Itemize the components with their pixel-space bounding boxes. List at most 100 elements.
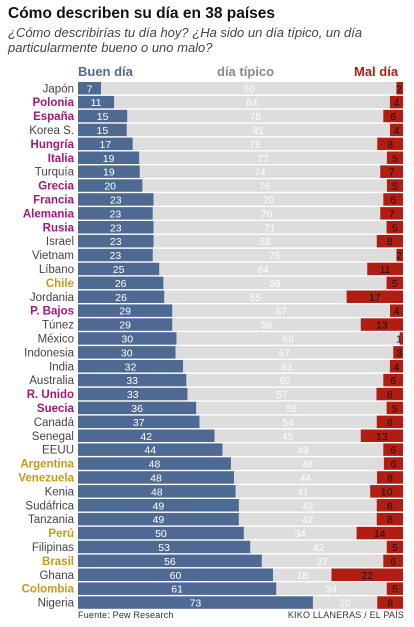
typical-value-label: 34 <box>326 585 338 596</box>
bar-good <box>78 109 128 123</box>
country-label: Turquía <box>35 167 75 179</box>
bad-value-label: 7 <box>389 167 395 179</box>
bad-value-label: 8 <box>387 514 393 526</box>
country-label: Grecia <box>38 181 74 193</box>
bad-value-label: 5 <box>392 542 398 554</box>
bar-bad <box>383 109 403 123</box>
bar-typical <box>175 346 394 359</box>
bad-value-label: 6 <box>391 459 397 471</box>
typical-value-label: 64 <box>258 265 270 276</box>
bar-bad <box>331 568 403 581</box>
bar-good <box>78 304 173 317</box>
bar-bad <box>377 471 403 484</box>
bar-typical <box>163 276 387 290</box>
country-label: Indonesia <box>24 347 74 359</box>
good-value-label: 53 <box>158 542 170 554</box>
typical-value-label: 67 <box>279 348 291 359</box>
bar-typical <box>222 443 384 456</box>
country-label: Túnez <box>42 320 74 332</box>
bar-bad <box>390 304 403 317</box>
bar-bad <box>389 95 403 109</box>
typical-value-label: 49 <box>297 446 309 457</box>
bar-good <box>78 276 164 290</box>
country-label: P. Bajos <box>30 306 74 318</box>
bar-good <box>78 401 197 415</box>
bar-good <box>78 596 313 609</box>
good-value-label: 48 <box>150 472 162 484</box>
country-label: Perú <box>48 528 74 540</box>
bar-good <box>78 554 262 568</box>
bar-good <box>78 429 215 442</box>
good-value-label: 49 <box>153 514 165 526</box>
bar-good <box>78 151 140 164</box>
bad-value-label: 5 <box>392 403 398 415</box>
bar-good <box>78 540 251 554</box>
bad-value-label: 5 <box>392 181 398 193</box>
typical-value-label: 74 <box>254 168 266 179</box>
bad-value-label: 5 <box>392 153 398 165</box>
bar-typical <box>312 596 378 609</box>
good-value-label: 48 <box>151 486 163 498</box>
good-value-label: 48 <box>149 459 161 471</box>
bar-bad <box>386 151 403 164</box>
bar-typical <box>176 332 400 345</box>
bar-typical <box>234 471 377 484</box>
bar-bad <box>386 221 403 234</box>
good-value-label: 33 <box>126 375 138 387</box>
country-label: EEUU <box>42 445 74 457</box>
source-note: Fuente: Pew Research <box>78 610 174 620</box>
bar-typical <box>153 234 377 248</box>
typical-value-label: 70 <box>263 195 275 206</box>
good-value-label: 44 <box>144 445 156 457</box>
country-label: México <box>38 333 74 345</box>
good-value-label: 56 <box>164 556 176 568</box>
bar-good <box>78 262 160 276</box>
bar-good <box>78 248 153 262</box>
country-label: España <box>33 111 75 123</box>
good-value-label: 49 <box>153 500 165 512</box>
bad-value-label: 2 <box>396 250 402 262</box>
bad-value-label: 1 <box>396 333 402 345</box>
typical-value-label: 41 <box>297 487 309 498</box>
credit-note: KIKO LLANERAS / EL PAÍS <box>287 610 404 620</box>
bar-good <box>78 179 143 192</box>
good-value-label: 32 <box>125 361 137 373</box>
good-value-label: 30 <box>121 333 133 345</box>
typical-value-label: 44 <box>300 473 312 484</box>
good-value-label: 42 <box>140 431 152 443</box>
country-label: Colombia <box>22 584 75 596</box>
bar-good <box>78 373 187 387</box>
good-value-label: 33 <box>127 389 139 401</box>
bar-bad <box>396 82 403 95</box>
bar-bad <box>399 332 403 345</box>
typical-value-label: 84 <box>246 98 258 109</box>
bad-value-label: 5 <box>392 278 398 290</box>
bar-typical <box>276 582 387 595</box>
typical-value-label: 77 <box>257 154 269 165</box>
bar-bad <box>367 262 403 276</box>
bar-typical <box>238 512 377 526</box>
chart-title: Cómo describen su día en 38 países <box>8 5 276 22</box>
typical-value-label: 68 <box>283 334 295 345</box>
bad-value-label: 3 <box>396 347 402 359</box>
bar-good <box>78 415 200 429</box>
bar-good <box>78 137 133 151</box>
typical-value-label: 68 <box>269 279 281 290</box>
bad-value-label: 22 <box>361 570 373 582</box>
bad-value-label: 4 <box>394 125 400 137</box>
country-label: Rusia <box>43 222 75 234</box>
good-value-label: 30 <box>121 347 133 359</box>
typical-value-label: 60 <box>279 376 291 387</box>
typical-value-label: 90 <box>243 84 255 95</box>
bar-typical <box>250 540 387 554</box>
bar-typical <box>100 82 397 95</box>
bad-value-label: 8 <box>387 500 393 512</box>
bar-typical <box>159 262 368 276</box>
bar-typical <box>142 179 387 192</box>
bad-value-label: 8 <box>387 472 393 484</box>
bad-value-label: 4 <box>394 97 400 109</box>
bar-good <box>78 318 173 331</box>
bad-value-label: 4 <box>394 361 400 373</box>
country-label: Senegal <box>32 431 74 443</box>
bad-value-label: 2 <box>396 83 402 95</box>
